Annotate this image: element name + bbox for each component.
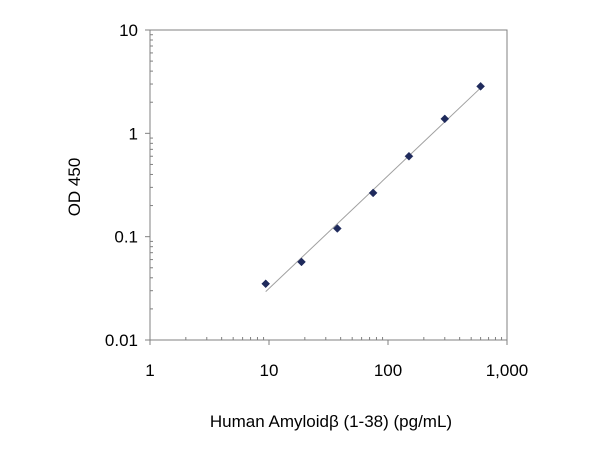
y-tick-label: 10 <box>119 21 138 40</box>
plot-border <box>149 29 508 341</box>
y-tick-label: 1 <box>129 124 138 143</box>
x-tick-label: 10 <box>260 361 279 380</box>
data-point <box>297 257 306 267</box>
data-point <box>476 81 485 91</box>
y-tick-labels: 10 1 0.1 0.01 <box>105 21 138 350</box>
y-tick-label: 0.1 <box>114 228 138 247</box>
y-axis-title: OD 450 <box>65 158 84 217</box>
x-tick-labels: 1 10 100 1,000 <box>145 361 528 380</box>
data-point <box>332 224 342 233</box>
x-tick-label: 1 <box>145 361 154 380</box>
x-axis-title: Human Amyloidβ (1-38) (pg/mL) <box>210 412 452 431</box>
data-point <box>261 279 271 289</box>
data-points <box>261 81 485 289</box>
data-point <box>440 114 450 124</box>
axes <box>145 29 508 345</box>
data-point <box>368 188 378 198</box>
x-tick-label: 100 <box>374 361 402 380</box>
data-point <box>404 151 414 161</box>
x-tick-label: 1,000 <box>486 361 529 380</box>
y-tick-label: 0.01 <box>105 331 138 350</box>
